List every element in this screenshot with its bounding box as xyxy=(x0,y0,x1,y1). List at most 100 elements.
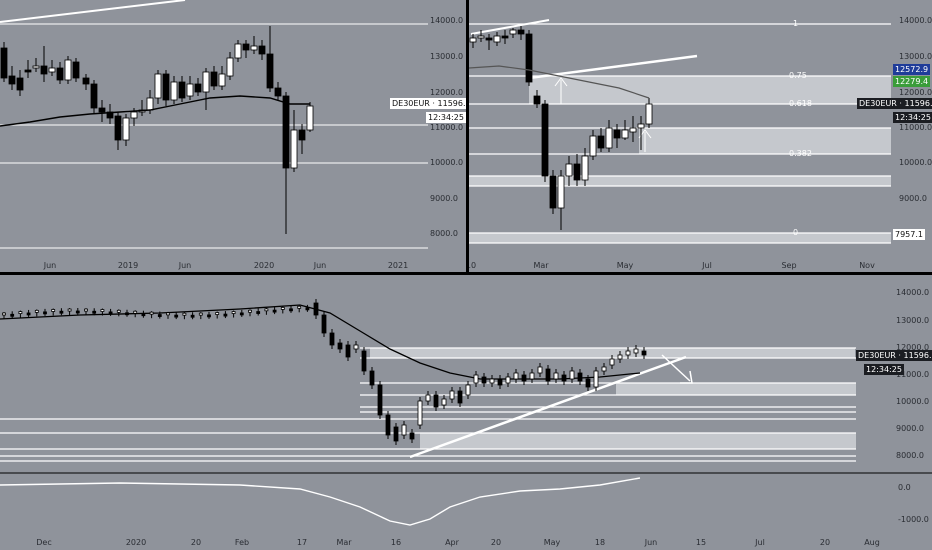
daily-trendline-chart-svg[interactable]: 14000.0 13000.0 12000.0 11000.0 10000.0 9000.… xyxy=(0,275,932,550)
y-axis-tick: 11000.0 xyxy=(896,370,929,379)
x-axis-tick: Mar xyxy=(533,261,549,270)
candle-body xyxy=(48,67,56,73)
candle-body xyxy=(305,307,310,311)
zone xyxy=(420,433,856,449)
weekly-chart-svg[interactable]: 14000.0 13000.0 12000.0 11000.0 10000.0 9000.… xyxy=(0,0,466,272)
candle-body xyxy=(401,424,407,436)
candle-body xyxy=(198,312,203,316)
candle-body xyxy=(114,115,122,141)
candle-body xyxy=(92,310,97,314)
candle-body xyxy=(457,390,463,404)
candle-body xyxy=(589,135,597,157)
candle-body xyxy=(272,309,277,313)
level-bottom-tag: 7957.1 xyxy=(893,229,925,240)
candle-body xyxy=(207,314,211,318)
candle-body xyxy=(585,378,591,388)
trendline xyxy=(409,355,687,459)
candle-body xyxy=(425,394,431,402)
candle-body xyxy=(166,312,170,316)
y-axis-tick: 9000.0 xyxy=(896,424,924,433)
fib-label: 0 xyxy=(793,228,798,237)
candle-body xyxy=(59,310,64,314)
daily-fib-chart-pane[interactable]: 1 0.75 0.618 0.382 0 14000.0 13000.0 12000.0 110… xyxy=(469,0,932,272)
countdown-tag: 12:34:25 xyxy=(864,364,904,375)
candle-body xyxy=(202,71,210,93)
x-axis-tick: 2020 xyxy=(254,261,274,270)
fib-label: 0.75 xyxy=(789,71,807,80)
candle-body xyxy=(18,311,23,314)
candle-body xyxy=(297,305,302,309)
candle-body xyxy=(541,103,549,177)
x-axis-tick: 2020 xyxy=(126,538,146,547)
candle-body xyxy=(182,312,187,316)
candle-body xyxy=(108,311,113,315)
candle-body xyxy=(553,372,559,380)
x-axis-tick: Jul xyxy=(754,538,765,547)
vertical-divider[interactable] xyxy=(466,0,469,274)
candle-body xyxy=(100,309,105,312)
candle-body xyxy=(116,309,121,313)
candle-body xyxy=(313,302,319,316)
candle-body xyxy=(477,35,485,39)
candle-body xyxy=(242,43,250,51)
candle-body xyxy=(174,314,179,318)
candle-body xyxy=(485,37,493,41)
moving-average-line xyxy=(469,65,650,99)
y-axis-tick: 11000.0 xyxy=(430,123,463,132)
candle-body xyxy=(565,163,573,177)
y-axis-tick: 13000.0 xyxy=(896,316,929,325)
candle-body xyxy=(473,374,479,384)
price-text: 11596.5 xyxy=(903,351,932,360)
weekly-chart-pane[interactable]: 14000.0 13000.0 12000.0 11000.0 10000.0 9000.… xyxy=(0,0,466,272)
oscillator-line xyxy=(0,477,641,526)
symbol-text: DE30EUR xyxy=(858,351,896,360)
level-green-tag: 12279.4 xyxy=(893,76,931,87)
arrow-down-right-icon xyxy=(680,370,693,384)
candle-body xyxy=(377,384,383,416)
candle-body xyxy=(393,426,399,442)
candle-body xyxy=(345,344,351,358)
x-axis-tick: 20 xyxy=(191,538,201,547)
candle-body xyxy=(605,127,613,149)
candle-body xyxy=(170,81,178,101)
x-axis-tick: 20 xyxy=(491,538,501,547)
symbol-tag: DE30EUR · 11596.2 xyxy=(857,98,932,109)
fib-zone xyxy=(469,233,891,243)
candle-body xyxy=(125,312,129,316)
candle-body xyxy=(513,372,519,380)
fib-label: 0.618 xyxy=(789,99,812,108)
y-axis-tick: 10000.0 xyxy=(896,397,929,406)
candle-body xyxy=(529,372,535,380)
price-text: 11596.2 xyxy=(437,99,466,108)
candle-body xyxy=(321,314,327,334)
candle-body xyxy=(637,123,645,129)
candle-body xyxy=(337,342,343,350)
candle-body xyxy=(256,311,261,314)
x-axis-tick: Aug xyxy=(864,538,880,547)
y-axis-tick: 13000.0 xyxy=(430,52,463,61)
daily-trendline-chart-pane[interactable]: 14000.0 13000.0 12000.0 11000.0 10000.0 9000.… xyxy=(0,275,932,550)
candle-body xyxy=(0,47,8,79)
candle-body xyxy=(625,350,631,356)
candle-body xyxy=(481,376,487,384)
x-axis-tick: Sep xyxy=(781,261,796,270)
candle-body xyxy=(289,308,293,312)
y-axis-tick: 12000.0 xyxy=(899,88,932,97)
x-axis-tick: Feb xyxy=(235,538,249,547)
candle-body xyxy=(264,308,269,312)
x-axis-tick: 2019 xyxy=(118,261,138,270)
candle-body xyxy=(98,107,106,113)
x-axis-tick: 18 xyxy=(595,538,605,547)
horizontal-divider[interactable] xyxy=(0,272,932,275)
candle-body xyxy=(26,312,31,316)
candle-body xyxy=(593,370,599,388)
candle-body xyxy=(274,87,282,97)
candle-body xyxy=(248,309,252,313)
level-navy-tag: 12572.9 xyxy=(893,64,931,75)
daily-fib-chart-svg[interactable]: 1 0.75 0.618 0.382 0 14000.0 13000.0 12000.0 110… xyxy=(469,0,932,272)
candle-body xyxy=(34,309,39,313)
candle-body xyxy=(501,35,509,39)
x-axis-tick: Jun xyxy=(178,261,192,270)
symbol-text: DE30EUR xyxy=(392,99,430,108)
candle-body xyxy=(194,83,202,93)
